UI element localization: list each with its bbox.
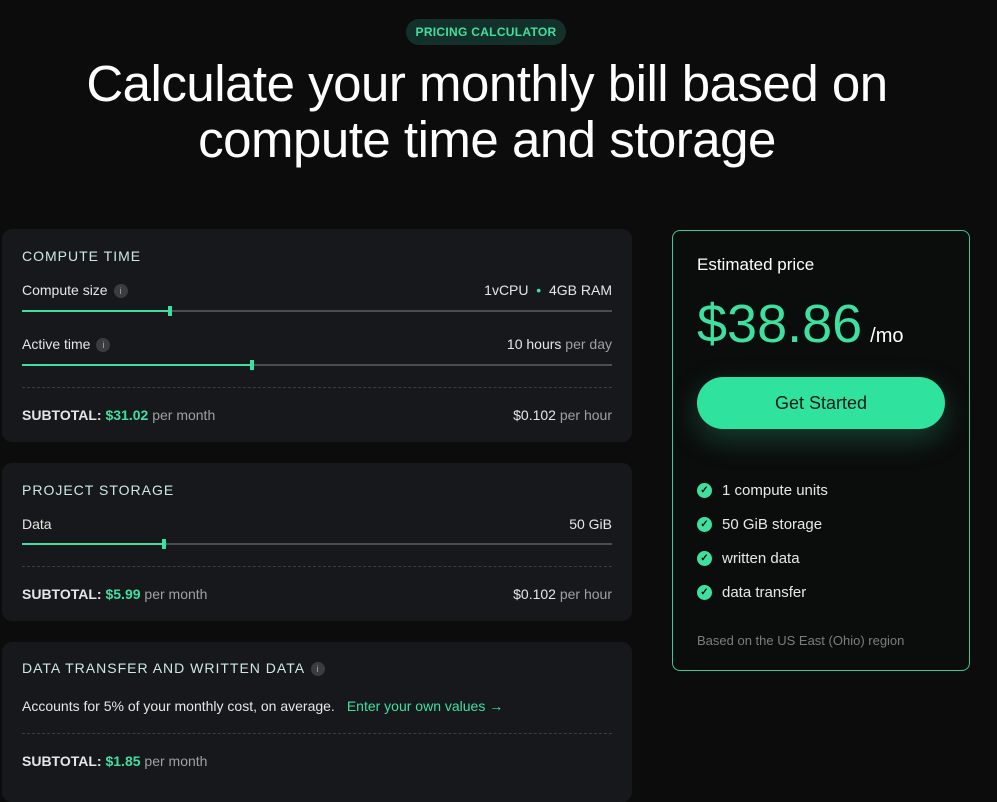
check-icon: ✓ [697,551,712,566]
enter-own-values-link[interactable]: Enter your own values → [346,698,504,714]
subtotal-unit: per month [144,586,208,602]
price-display: $38.86 /mo [697,293,904,355]
price-period: /mo [870,325,904,347]
active-time-row: Active time i 10 hours per day [22,336,612,352]
subtotal-unit: per month [144,753,208,769]
slider-thumb[interactable] [167,306,172,316]
compute-ram: 4GB RAM [548,282,612,298]
estimated-price-card: Estimated price $38.86 /mo Get Started ✓… [672,230,970,671]
active-time-slider[interactable] [22,360,612,370]
estimate-title: Estimated price [697,255,815,274]
data-row: Data 50 GiB [22,516,612,532]
section-title: PROJECT STORAGE [22,482,175,498]
compute-size-row: Compute size i 1vCPU • 4GB RAM [22,282,612,298]
subtotal-row: SUBTOTAL: $1.85 per month [22,753,612,769]
feature-item: ✓ data transfer [697,584,806,601]
dot-separator-icon: • [532,282,546,298]
subtotal-label: SUBTOTAL: [22,407,102,423]
project-storage-card: PROJECT STORAGE Data 50 GiB SUBTOTAL: $5… [2,463,632,621]
pricing-calculator-badge: PRICING CALCULATOR [406,19,566,45]
active-time-label: Active time [22,336,91,352]
rate-value: $0.102 [513,586,556,602]
subtotal-value: $5.99 [105,586,141,602]
subtotal-value: $1.85 [105,753,141,769]
compute-size-label: Compute size [22,282,108,298]
subtotal-label: SUBTOTAL: [22,753,102,769]
info-icon[interactable]: i [311,662,326,676]
feature-item: ✓ written data [697,550,800,567]
feature-text: 50 GiB storage [722,516,823,533]
check-icon: ✓ [697,483,712,498]
title-line-2: compute time and storage [198,111,776,168]
transfer-description: Accounts for 5% of your monthly cost, on… [22,698,335,714]
rate-unit: per hour [559,407,612,423]
compute-time-card: COMPUTE TIME Compute size i 1vCPU • 4GB R… [2,229,632,442]
feature-text: data transfer [722,584,807,601]
info-icon[interactable]: i [113,284,128,298]
subtotal-label: SUBTOTAL: [22,586,102,602]
rate-unit: per hour [559,586,612,602]
active-time-value: 10 hours [506,336,562,352]
info-icon[interactable]: i [96,338,111,352]
region-note: Based on the US East (Ohio) region [697,633,905,648]
subtotal-value: $31.02 [105,407,149,423]
storage-slider[interactable] [22,539,612,549]
feature-item: ✓ 50 GiB storage [697,516,822,533]
subtotal-row: SUBTOTAL: $5.99 per month $0.102 per hou… [22,586,612,602]
feature-text: 1 compute units [722,482,828,499]
divider [22,733,612,734]
transfer-desc-row: Accounts for 5% of your monthly cost, on… [22,698,612,714]
divider [22,566,612,567]
compute-cpu: 1vCPU [484,282,529,298]
data-value: 50 GiB [569,516,612,532]
data-transfer-card: DATA TRANSFER AND WRITTEN DATA i Accounts… [2,642,632,802]
title-line-1: Calculate your monthly bill based on [86,55,888,112]
page-title: Calculate your monthly bill based on comp… [0,56,974,168]
section-title: DATA TRANSFER AND WRITTEN DATA i [22,660,326,676]
price-value: $38.86 [697,294,863,354]
subtotal-unit: per month [152,407,216,423]
rate-value: $0.102 [513,407,556,423]
get-started-button[interactable]: Get Started [697,377,945,429]
subtotal-row: SUBTOTAL: $31.02 per month $0.102 per ho… [22,407,612,423]
compute-size-slider[interactable] [22,306,612,316]
active-time-unit: per day [565,336,612,352]
slider-thumb[interactable] [161,539,166,549]
section-title: COMPUTE TIME [22,248,142,264]
check-icon: ✓ [697,517,712,532]
divider [22,387,612,388]
slider-thumb[interactable] [250,360,255,370]
data-label: Data [22,516,52,532]
section-title-text: DATA TRANSFER AND WRITTEN DATA [22,660,306,676]
check-icon: ✓ [697,585,712,600]
feature-text: written data [722,550,800,567]
feature-item: ✓ 1 compute units [697,482,828,499]
